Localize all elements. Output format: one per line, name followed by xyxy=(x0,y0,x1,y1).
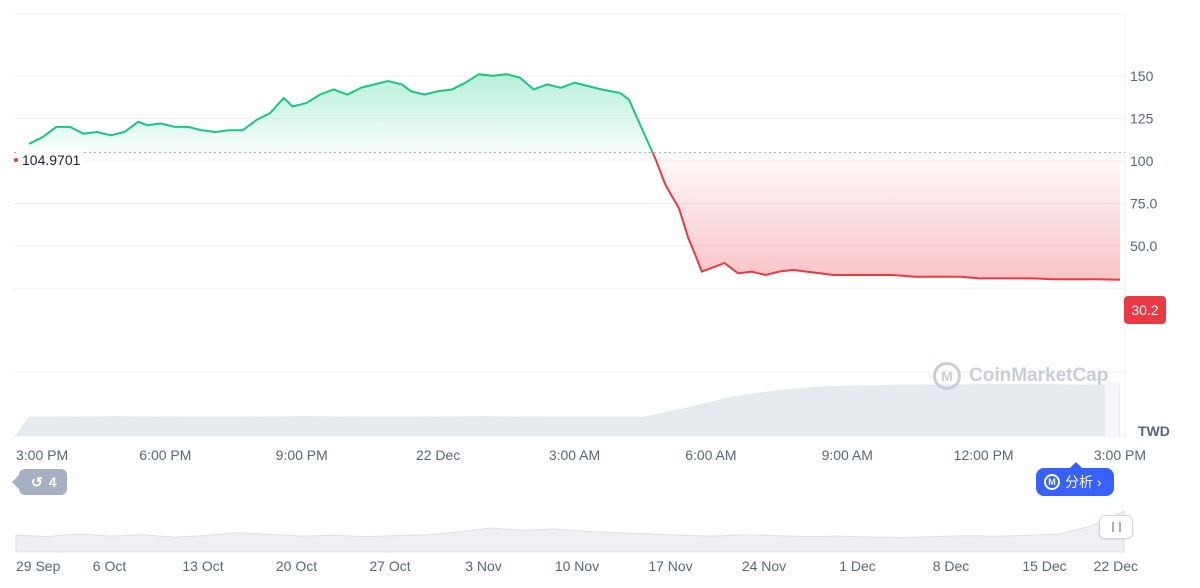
x-tick-label: 3:00 AM xyxy=(549,447,600,463)
navigator-date-label: 24 Nov xyxy=(742,558,786,574)
currency-label: TWD xyxy=(1138,423,1170,439)
handle-grip-right xyxy=(1118,522,1121,532)
navigator[interactable]: 29 Sep 6 Oct 13 Oct 20 Oct 27 Oct 3 Nov 10 Nov… xyxy=(15,510,1138,574)
x-tick-label: 6:00 PM xyxy=(139,447,191,463)
analyze-button[interactable]: M 分析 › xyxy=(1036,462,1114,496)
volume-latest-bar xyxy=(1105,382,1119,436)
coinmarketcap-logo-icon: M xyxy=(933,362,961,390)
navigator-date-label: 8 Dec xyxy=(933,558,970,574)
navigator-area xyxy=(15,510,1125,553)
x-tick-label: 12:00 PM xyxy=(954,447,1014,463)
up-price-line xyxy=(28,73,654,153)
current-price-badge: 30.2 xyxy=(1124,296,1166,324)
navigator-date-label: 1 Dec xyxy=(839,558,876,574)
history-count: 4 xyxy=(48,474,57,490)
y-tick-label: 75.0 xyxy=(1130,196,1157,212)
coinmarketcap-watermark: M CoinMarketCap xyxy=(933,362,1108,390)
baseline-price-label: 104.9701 xyxy=(18,150,85,170)
x-tick-label: 6:00 AM xyxy=(685,447,736,463)
x-tick-label: 9:00 AM xyxy=(822,447,873,463)
navigator-date-label: 22 Dec xyxy=(1094,558,1138,574)
volume-area-shape xyxy=(15,384,1120,436)
down-price-line xyxy=(651,152,1121,281)
navigator-date-label: 10 Nov xyxy=(555,558,599,574)
down-area-fill xyxy=(652,152,1120,280)
analyze-label: 分析 › xyxy=(1065,474,1102,490)
x-tick-label: 22 Dec xyxy=(416,447,460,463)
navigator-date-label: 20 Oct xyxy=(276,558,317,574)
handle-grip-left xyxy=(1111,522,1114,532)
y-tick-label: 50.0 xyxy=(1130,238,1157,254)
x-tick-label: 3:00 PM xyxy=(16,447,68,463)
navigator-date-label: 3 Nov xyxy=(465,558,502,574)
ai-icon: M xyxy=(1044,474,1060,490)
y-tick-label: 150 xyxy=(1130,68,1154,84)
navigator-date-label: 27 Oct xyxy=(369,558,410,574)
price-line xyxy=(14,73,1125,281)
x-axis: 3:00 PM 6:00 PM 9:00 PM 22 Dec 3:00 AM 6:00 A… xyxy=(16,447,1146,463)
y-tick-label: 125 xyxy=(1130,110,1154,126)
navigator-date-label: 6 Oct xyxy=(93,558,127,574)
up-area-fill xyxy=(29,74,653,153)
watermark-text: CoinMarketCap xyxy=(969,365,1109,386)
history-button[interactable]: ↺ 4 xyxy=(12,469,67,495)
navigator-handle[interactable] xyxy=(1099,515,1133,539)
y-axis: 150 125 100 75.0 50.0 xyxy=(1130,68,1157,254)
navigator-date-label: 15 Dec xyxy=(1022,558,1066,574)
volume-area xyxy=(15,382,1120,436)
navigator-date-label: 29 Sep xyxy=(16,558,61,574)
y-tick-label: 100 xyxy=(1130,153,1154,169)
x-tick-label: 3:00 PM xyxy=(1094,447,1146,463)
x-tick-label: 9:00 PM xyxy=(276,447,328,463)
navigator-date-label: 13 Oct xyxy=(182,558,223,574)
navigator-date-label: 17 Nov xyxy=(648,558,692,574)
history-icon: ↺ xyxy=(31,473,43,490)
baseline-marker-dot xyxy=(14,158,18,162)
price-area xyxy=(29,74,1120,280)
